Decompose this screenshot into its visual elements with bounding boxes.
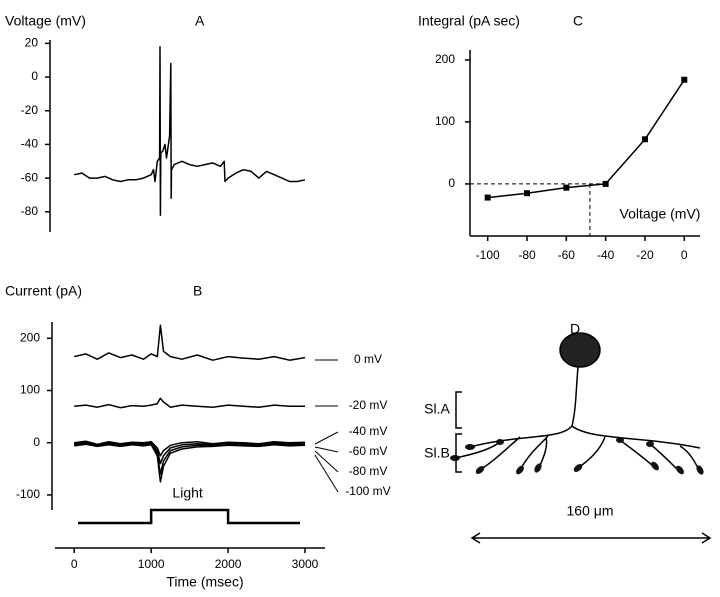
- panel-label: B: [193, 283, 202, 299]
- x-axis-label: Time (msec): [166, 574, 243, 590]
- marker: [484, 194, 491, 201]
- soma: [559, 332, 601, 368]
- dendrites-right: [571, 425, 701, 473]
- marker: [681, 76, 688, 83]
- x-tick-label: 2000: [215, 557, 242, 571]
- y-tick-label: 0: [33, 435, 40, 449]
- y-tick-label: -60: [21, 170, 39, 184]
- series-line: [74, 443, 306, 483]
- y-tick-label: -20: [21, 103, 39, 117]
- y-tick-label: 0: [448, 176, 455, 190]
- series-line: [74, 441, 306, 465]
- scale-arrow: [470, 532, 712, 544]
- marker: [563, 184, 570, 191]
- label-leader: [314, 454, 339, 493]
- y-tick-label: 200: [435, 52, 455, 66]
- x-tick-label: -100: [476, 248, 500, 262]
- x-tick-label: -60: [558, 248, 576, 262]
- series-line: [74, 397, 305, 409]
- x-tick-label: -80: [518, 248, 536, 262]
- y-tick-label: 20: [25, 36, 39, 50]
- y-tick-label: -100: [16, 487, 40, 501]
- y-tick-label: 100: [20, 383, 40, 397]
- x-tick-label: 1000: [138, 557, 165, 571]
- label-leader: [314, 431, 339, 445]
- scale-label: 160 μm: [567, 503, 614, 519]
- series-line: [74, 324, 306, 361]
- x-tick-label: 0: [681, 248, 688, 262]
- series-line: [487, 79, 685, 199]
- layer-label: Sl.A: [424, 401, 450, 417]
- y-tick-label: -40: [21, 137, 39, 151]
- dendrites-left: [454, 425, 573, 471]
- label-leader: [314, 450, 339, 473]
- x-tick-label: -40: [597, 248, 615, 262]
- marker: [602, 180, 609, 187]
- y-tick-label: 200: [20, 330, 40, 344]
- x-axis-label: Voltage (mV): [620, 206, 701, 222]
- y-tick-label: -80: [21, 204, 39, 218]
- label-leader: [314, 446, 339, 453]
- panel-label: A: [195, 13, 205, 29]
- series-label: -100 mV: [345, 484, 390, 498]
- series-label: -40 mV: [349, 424, 388, 438]
- series-label: -20 mV: [349, 398, 388, 412]
- y-tick-label: 0: [31, 69, 38, 83]
- chart-title: Voltage (mV): [5, 13, 86, 29]
- layer-brackets: [455, 391, 462, 473]
- stimulus-label: Light: [172, 485, 202, 501]
- neuron-diagram: [450, 332, 712, 544]
- x-tick-label: -20: [636, 248, 654, 262]
- series-line: [74, 442, 306, 475]
- series-label: -80 mV: [349, 464, 388, 478]
- stimulus: [78, 508, 300, 525]
- series-line: [74, 45, 306, 216]
- panel-label: C: [573, 13, 583, 29]
- process: [571, 366, 579, 427]
- series-label: -60 mV: [349, 444, 388, 458]
- layer-label: Sl.B: [424, 445, 450, 461]
- series-label: 0 mV: [354, 352, 382, 366]
- panel-label: D: [570, 321, 580, 337]
- x-tick-label: 3000: [292, 557, 319, 571]
- y-tick-label: 100: [435, 114, 455, 128]
- chart-title: Integral (pA sec): [418, 13, 520, 29]
- chart-title: Current (pA): [5, 283, 82, 299]
- marker: [641, 136, 648, 143]
- boutons: [450, 437, 704, 475]
- marker: [524, 190, 531, 197]
- x-tick-label: 0: [71, 557, 78, 571]
